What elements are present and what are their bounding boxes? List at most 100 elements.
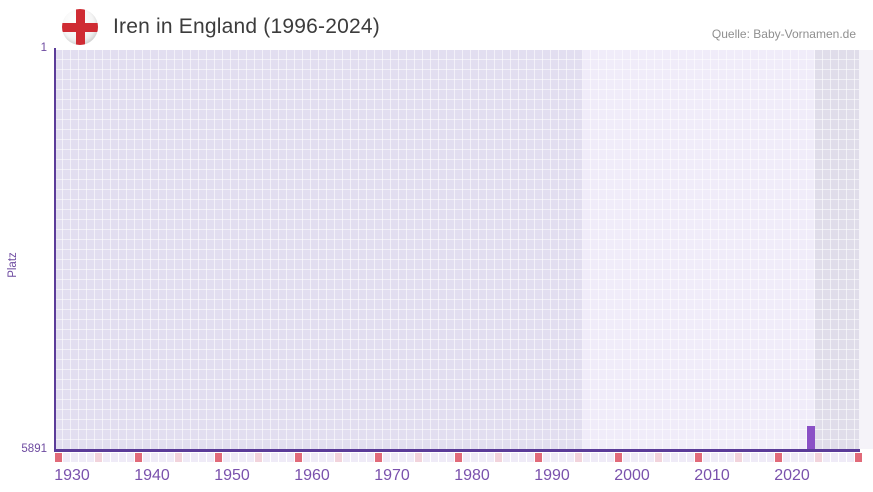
ruler-cell <box>199 452 206 462</box>
ruler-cell <box>503 452 510 462</box>
ruler-cell <box>343 452 350 462</box>
ruler-cell <box>831 452 838 462</box>
ruler-half-decade-marker <box>495 452 502 462</box>
rank-bar-2024[interactable] <box>807 426 815 449</box>
ruler-cell <box>439 452 446 462</box>
ruler-cell <box>639 452 646 462</box>
ruler-cell <box>143 452 150 462</box>
x-tick-label-1990: 1990 <box>534 467 570 484</box>
ruler-cell <box>359 452 366 462</box>
page-title: Iren in England (1996-2024) <box>113 15 380 38</box>
ruler-cell <box>151 452 158 462</box>
x-tick-label-1970: 1970 <box>374 467 410 484</box>
ruler-cell <box>471 452 478 462</box>
ruler-cell <box>183 452 190 462</box>
ruler-decade-marker <box>375 452 382 462</box>
ruler-cell <box>847 452 854 462</box>
ruler-cell <box>463 452 470 462</box>
ruler-half-decade-marker <box>95 452 102 462</box>
ruler-half-decade-marker <box>415 452 422 462</box>
ruler-decade-marker <box>695 452 702 462</box>
ruler-cell <box>119 452 126 462</box>
x-axis-line <box>54 449 860 452</box>
ruler-cell <box>511 452 518 462</box>
x-tick-label-1980: 1980 <box>454 467 490 484</box>
ruler-decade-marker <box>855 452 862 462</box>
plot-right-margin <box>859 50 873 449</box>
ruler-decade-marker <box>215 452 222 462</box>
ruler-decade-marker <box>775 452 782 462</box>
ruler-cell <box>223 452 230 462</box>
ruler-cell <box>127 452 134 462</box>
y-axis-line <box>54 48 56 451</box>
y-axis-max-label: 5891 <box>21 443 47 455</box>
ruler-cell <box>567 452 574 462</box>
ruler-cell <box>327 452 334 462</box>
ruler-cell <box>751 452 758 462</box>
ruler-cell <box>783 452 790 462</box>
ruler-cell <box>799 452 806 462</box>
ruler-cell <box>87 452 94 462</box>
ruler-half-decade-marker <box>575 452 582 462</box>
ruler-cell <box>703 452 710 462</box>
ruler-half-decade-marker <box>255 452 262 462</box>
ruler-cell <box>743 452 750 462</box>
ruler-cell <box>623 452 630 462</box>
ruler-cell <box>167 452 174 462</box>
ruler-cell <box>159 452 166 462</box>
ruler-cell <box>631 452 638 462</box>
ruler-cell <box>271 452 278 462</box>
ruler-decade-marker <box>55 452 62 462</box>
ruler-cell <box>479 452 486 462</box>
x-tick-label-2000: 2000 <box>614 467 650 484</box>
ruler-cell <box>383 452 390 462</box>
ruler-cell <box>239 452 246 462</box>
ruler-cell <box>719 452 726 462</box>
ruler-cell <box>527 452 534 462</box>
ruler-decade-marker <box>535 452 542 462</box>
ruler-cell <box>687 452 694 462</box>
ruler-cell <box>279 452 286 462</box>
x-tick-label-1930: 1930 <box>54 467 90 484</box>
ruler-cell <box>767 452 774 462</box>
ruler-cell <box>839 452 846 462</box>
ruler-decade-marker <box>615 452 622 462</box>
ruler-cell <box>607 452 614 462</box>
ruler-cell <box>79 452 86 462</box>
x-axis-labels: 1930 1940 1950 1960 1970 1980 1990 2000 2010 2020 <box>54 467 873 485</box>
ruler-cell <box>711 452 718 462</box>
x-tick-label-2020: 2020 <box>774 467 810 484</box>
x-tick-label-2010: 2010 <box>694 467 730 484</box>
y-axis-min-label: 1 <box>40 42 47 54</box>
ruler-cell <box>559 452 566 462</box>
ruler-cell <box>207 452 214 462</box>
ruler-cell <box>671 452 678 462</box>
ruler-cell <box>487 452 494 462</box>
ruler-cell <box>431 452 438 462</box>
flag-cross-horizontal <box>62 22 98 32</box>
x-axis-ruler <box>55 452 863 462</box>
ruler-cell <box>807 452 814 462</box>
ruler-cell <box>191 452 198 462</box>
ruler-cell <box>351 452 358 462</box>
ruler-half-decade-marker <box>175 452 182 462</box>
plot-area <box>55 50 859 449</box>
ruler-cell <box>391 452 398 462</box>
ruler-cell <box>407 452 414 462</box>
ruler-half-decade-marker <box>335 452 342 462</box>
source-credit: Quelle: Baby-Vornamen.de <box>711 27 856 41</box>
england-flag-icon <box>62 9 98 45</box>
ruler-cell <box>759 452 766 462</box>
ruler-cell <box>823 452 830 462</box>
ruler-cell <box>287 452 294 462</box>
ruler-cell <box>103 452 110 462</box>
ruler-cell <box>71 452 78 462</box>
ruler-half-decade-marker <box>815 452 822 462</box>
ruler-cell <box>727 452 734 462</box>
ruler-cell <box>599 452 606 462</box>
x-tick-label-1950: 1950 <box>214 467 250 484</box>
ruler-cell <box>63 452 70 462</box>
ruler-cell <box>303 452 310 462</box>
ruler-cell <box>583 452 590 462</box>
